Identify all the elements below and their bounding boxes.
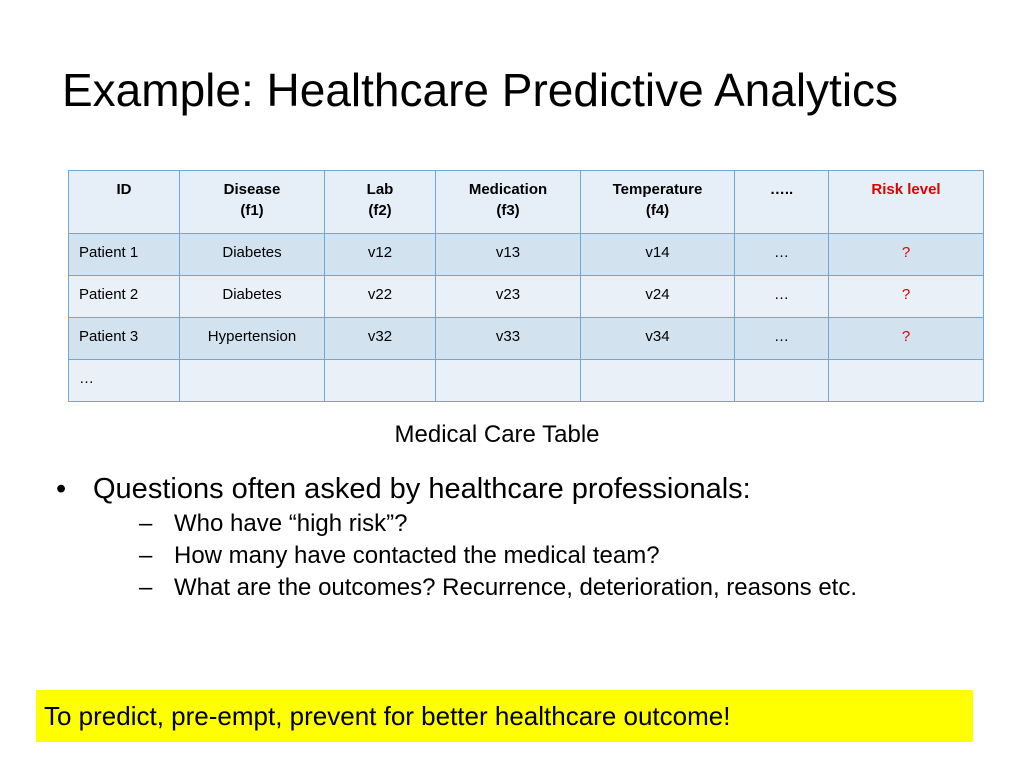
cell-risk-level	[828, 359, 984, 402]
cell-risk-level: ?	[828, 317, 984, 360]
cell-more: …	[734, 317, 829, 360]
cell-id: Patient 1	[68, 233, 180, 276]
dash-mark: –	[139, 574, 153, 601]
cell-disease: Hypertension	[179, 317, 325, 360]
header-label: Medication	[468, 181, 548, 198]
header-feature-code: (f4)	[645, 202, 670, 219]
cell-disease: Diabetes	[179, 275, 325, 318]
header-risk-level: Risk level	[828, 170, 984, 234]
cell-temperature	[580, 359, 735, 402]
sub-bullet-text: Who have “high risk”?	[174, 510, 408, 537]
list-item: – How many have contacted the medical te…	[93, 540, 974, 572]
header-id: ID	[68, 170, 180, 234]
bullet-text: Questions often asked by healthcare prof…	[93, 473, 751, 505]
cell-lab: v12	[324, 233, 436, 276]
cell-more	[734, 359, 829, 402]
cell-more: …	[734, 275, 829, 318]
sub-bullet-list: – Who have “high risk”? – How many have …	[93, 508, 974, 604]
cell-more: …	[734, 233, 829, 276]
header-lab: Lab (f2)	[324, 170, 436, 234]
cell-id: Patient 2	[68, 275, 180, 318]
header-feature-code: (f3)	[496, 202, 520, 219]
cell-medication	[435, 359, 581, 402]
cell-temperature: v34	[580, 317, 735, 360]
header-label: Temperature	[612, 181, 703, 198]
slide-title: Example: Healthcare Predictive Analytics	[62, 64, 899, 116]
cell-lab: v22	[324, 275, 436, 318]
header-feature-code: (f2)	[368, 202, 392, 219]
cell-medication: v33	[435, 317, 581, 360]
sub-bullet-text: How many have contacted the medical team…	[174, 542, 660, 569]
callout-banner: To predict, pre-empt, prevent for better…	[36, 690, 973, 742]
cell-temperature: v14	[580, 233, 735, 276]
cell-temperature: v24	[580, 275, 735, 318]
header-label: Risk level	[871, 181, 941, 198]
cell-medication: v23	[435, 275, 581, 318]
header-more: …..	[734, 170, 829, 234]
header-temperature: Temperature (f4)	[580, 170, 735, 234]
dash-mark: –	[139, 542, 153, 569]
table-row: Patient 2 Diabetes v22 v23 v24 … ?	[68, 275, 984, 318]
header-label: Disease	[223, 181, 281, 198]
medical-care-table: ID Disease (f1) Lab (f2) Medication (f3) Te…	[68, 170, 984, 402]
bullet-mark: •	[56, 473, 67, 505]
list-item: • Questions often asked by healthcare pr…	[56, 470, 974, 604]
list-item: – Who have “high risk”?	[93, 508, 974, 540]
cell-risk-level: ?	[828, 275, 984, 318]
dash-mark: –	[139, 510, 153, 537]
list-item: – What are the outcomes? Recurrence, det…	[93, 572, 974, 604]
table-caption: Medical Care Table	[394, 421, 600, 448]
header-medication: Medication (f3)	[435, 170, 581, 234]
cell-id: Patient 3	[68, 317, 180, 360]
cell-disease: Diabetes	[179, 233, 325, 276]
cell-medication: v13	[435, 233, 581, 276]
table-header-row: ID Disease (f1) Lab (f2) Medication (f3) Te…	[68, 170, 984, 234]
table-row: …	[68, 359, 984, 402]
table-row: Patient 1 Diabetes v12 v13 v14 … ?	[68, 233, 984, 276]
table-row: Patient 3 Hypertension v32 v33 v34 … ?	[68, 317, 984, 360]
header-label: ID	[116, 181, 132, 198]
cell-lab: v32	[324, 317, 436, 360]
bullet-list: • Questions often asked by healthcare pr…	[56, 470, 974, 604]
header-label: …..	[769, 181, 794, 198]
cell-id: …	[68, 359, 180, 402]
cell-disease	[179, 359, 325, 402]
header-disease: Disease (f1)	[179, 170, 325, 234]
header-label: Lab	[366, 181, 394, 198]
header-feature-code: (f1)	[240, 202, 264, 219]
cell-risk-level: ?	[828, 233, 984, 276]
sub-bullet-text: What are the outcomes? Recurrence, deter…	[174, 574, 858, 601]
cell-lab	[324, 359, 436, 402]
